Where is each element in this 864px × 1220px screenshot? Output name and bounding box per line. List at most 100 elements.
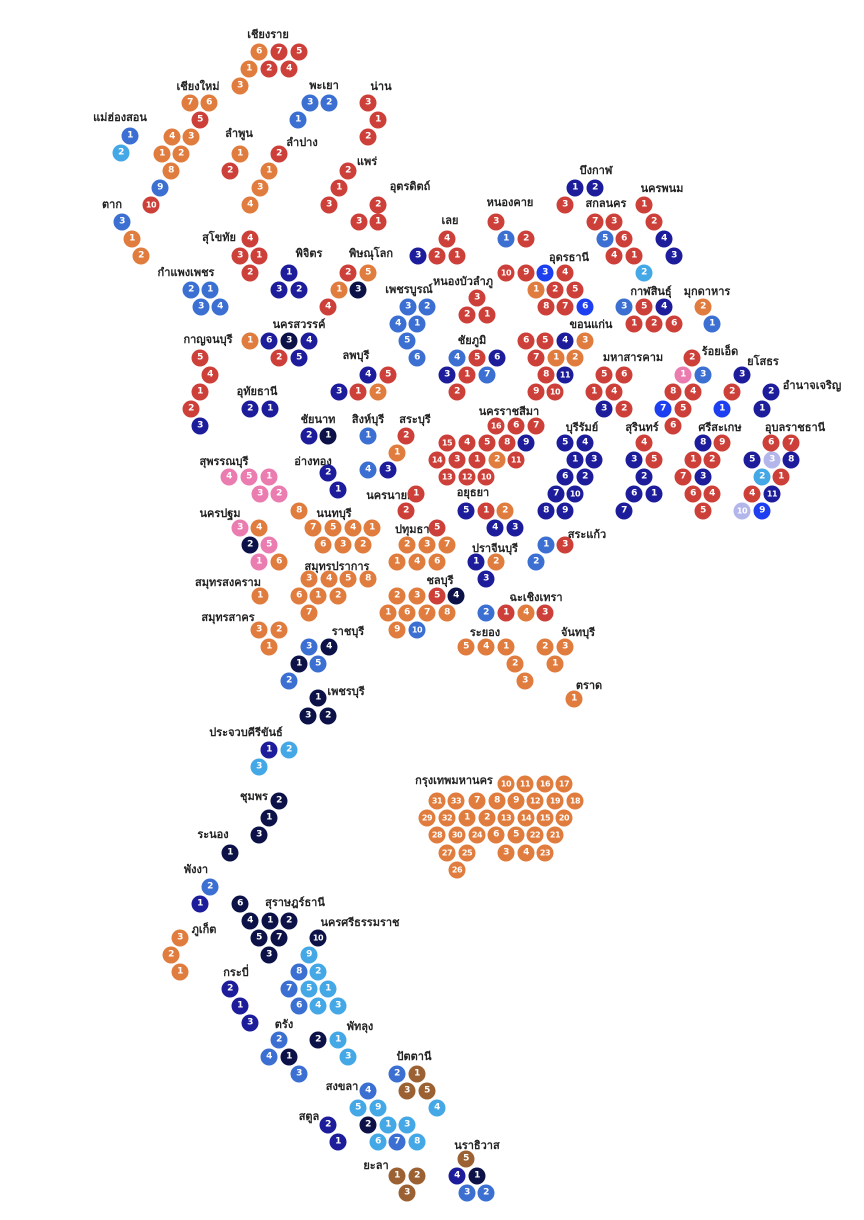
constituency-dot: 1 — [408, 1065, 426, 1083]
province-label: ตรัง — [274, 1018, 294, 1031]
province-label: นนทบุรี — [316, 507, 352, 520]
constituency-dot: 28 — [428, 826, 446, 844]
constituency-dot: 2 — [576, 468, 594, 486]
constituency-dot: 6 — [576, 298, 594, 316]
constituency-dot: 1 — [527, 281, 545, 299]
constituency-dot: 2 — [683, 349, 701, 367]
constituency-dot: 4 — [486, 519, 504, 537]
constituency-dot: 2 — [270, 349, 288, 367]
province-label: ปัตตานี — [396, 1050, 432, 1063]
constituency-dot: 2 — [241, 400, 259, 418]
constituency-dot: 5 — [191, 111, 209, 129]
province-label: สระแก้ว — [567, 528, 607, 541]
constituency-dot: 6 — [615, 230, 633, 248]
constituency-dot: 4 — [448, 349, 466, 367]
province-label: สระบุรี — [399, 413, 431, 426]
constituency-dot: 2 — [309, 963, 327, 981]
constituency-dot: 14 — [517, 809, 535, 827]
constituency-dot: 4 — [359, 366, 377, 384]
constituency-dot: 16 — [487, 417, 505, 435]
constituency-dot: 8 — [290, 963, 308, 981]
province-label: ประจวบคีรีขันธ์ — [209, 726, 283, 739]
province-label: บุรีรัมย์ — [565, 421, 599, 434]
constituency-dot: 4 — [389, 315, 407, 333]
constituency-dot: 11 — [763, 485, 781, 503]
constituency-dot: 3 — [280, 332, 298, 350]
constituency-dot: 4 — [201, 366, 219, 384]
constituency-dot: 1 — [289, 111, 307, 129]
province-label: เชียงใหม่ — [176, 80, 220, 93]
constituency-dot: 2 — [319, 464, 337, 482]
constituency-dot: 3 — [516, 672, 534, 690]
constituency-dot: 2 — [309, 1031, 327, 1049]
constituency-dot: 1 — [191, 895, 209, 913]
constituency-dot: 3 — [379, 461, 397, 479]
constituency-dot: 9 — [369, 1099, 387, 1117]
constituency-dot: 13 — [438, 468, 456, 486]
constituency-dot: 18 — [566, 792, 584, 810]
constituency-dot: 2 — [428, 247, 446, 265]
constituency-dot: 3 — [576, 332, 594, 350]
constituency-dot: 3 — [350, 213, 368, 231]
constituency-dot: 2 — [270, 485, 288, 503]
province-label: เลย — [441, 214, 459, 227]
constituency-dot: 1 — [497, 230, 515, 248]
constituency-dot: 1 — [625, 247, 643, 265]
constituency-dot: 9 — [517, 264, 535, 282]
province-label: ชุมพร — [240, 790, 268, 803]
constituency-dot: 2 — [354, 536, 372, 554]
constituency-dot: 1 — [240, 60, 258, 78]
constituency-dot: 1 — [329, 1133, 347, 1151]
province-label: ระนอง — [197, 828, 229, 841]
constituency-dot: 1 — [261, 400, 279, 418]
province-label: ราชบุรี — [331, 625, 365, 638]
constituency-dot: 2 — [388, 1065, 406, 1083]
constituency-dot: 5 — [418, 1082, 436, 1100]
constituency-dot: 5 — [250, 929, 268, 947]
constituency-dot: 5 — [468, 349, 486, 367]
constituency-dot: 6 — [517, 332, 535, 350]
constituency-dot: 3 — [231, 77, 249, 95]
constituency-dot: 3 — [339, 1048, 357, 1066]
constituency-dot: 3 — [330, 383, 348, 401]
constituency-dot: 8 — [290, 502, 308, 520]
constituency-dot: 3 — [192, 298, 210, 316]
constituency-dot: 5 — [290, 43, 308, 61]
constituency-dot: 4 — [359, 461, 377, 479]
constituency-dot: 10 — [566, 485, 584, 503]
constituency-dot: 1 — [241, 332, 259, 350]
constituency-dot: 4 — [428, 1099, 446, 1117]
province-label: ลำพูน — [225, 127, 253, 140]
constituency-dot: 2 — [319, 707, 337, 725]
constituency-dot: 1 — [477, 502, 495, 520]
constituency-dot: 1 — [221, 844, 239, 862]
constituency-dot: 9 — [527, 383, 545, 401]
constituency-dot: 7 — [300, 604, 318, 622]
province-label: ปราจีนบุรี — [472, 542, 518, 555]
constituency-dot: 1 — [261, 912, 279, 930]
province-label: ตราด — [575, 679, 603, 692]
province-label: กรุงเทพมหานคร — [415, 774, 493, 787]
constituency-dot: 19 — [546, 792, 564, 810]
constituency-dot: 2 — [536, 638, 554, 656]
province-label: เพชรบุรี — [327, 685, 365, 698]
constituency-dot: 2 — [132, 247, 150, 265]
constituency-dot: 4 — [220, 468, 238, 486]
constituency-dot: 2 — [694, 298, 712, 316]
province-label: แม่ฮ่องสอน — [93, 111, 147, 124]
constituency-dot: 5 — [457, 638, 475, 656]
constituency-dot: 4 — [635, 434, 653, 452]
constituency-dot: 7 — [270, 43, 288, 61]
constituency-dot: 8 — [537, 298, 555, 316]
constituency-dot: 13 — [497, 809, 515, 827]
constituency-dot: 6 — [290, 587, 308, 605]
province-label: น่าน — [370, 80, 392, 93]
constituency-dot: 2 — [478, 809, 496, 827]
constituency-dot: 5 — [596, 230, 614, 248]
constituency-dot: 32 — [438, 809, 456, 827]
constituency-dot: 4 — [703, 485, 721, 503]
constituency-dot: 8 — [162, 162, 180, 180]
constituency-dot: 16 — [536, 775, 554, 793]
constituency-dot: 3 — [231, 247, 249, 265]
constituency-dot: 1 — [684, 451, 702, 469]
